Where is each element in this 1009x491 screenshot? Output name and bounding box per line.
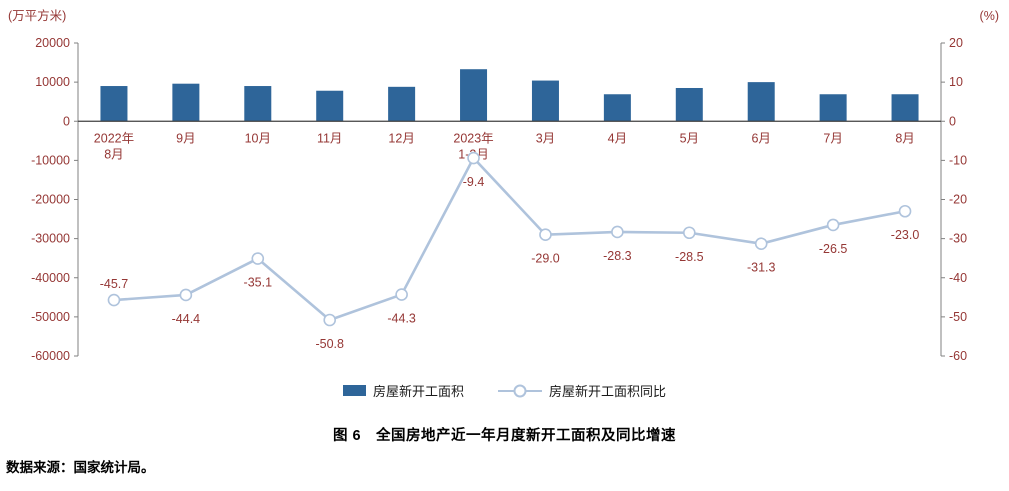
category-label: 6月 [751,131,770,145]
legend-item-bar: 房屋新开工面积 [342,381,464,400]
category-label: 7月 [823,131,842,145]
category-label: 2023年 [453,131,493,145]
data-label: -23.0 [891,228,920,242]
line-marker [323,313,337,327]
left-axis-unit: (万平方米) [8,8,66,23]
bar-series-swatch [342,385,366,396]
bar [172,83,200,122]
y-axis-left-tick-label: 10000 [35,75,70,89]
category-label: 8月 [104,147,123,161]
category-label: 8月 [895,131,914,145]
line-marker [251,252,265,265]
y-axis-left-tick-label: -60000 [31,349,70,363]
legend-label-bar: 房屋新开工面积 [372,384,464,399]
combo-chart: (万平方米) (%) 20000 10000 0 -10000 -20000 -30000 -4… [8,8,999,363]
y-axis-left-tick-label: -30000 [31,232,70,246]
data-label: -26.5 [819,242,848,256]
bars-group [100,69,919,122]
line-marker [179,288,193,302]
y-axis-left-tick-label: -10000 [31,153,70,167]
y-axis-right: 20 10 0 -10 -20 -30 -40 -50 -60 [940,36,967,363]
y-axis-right-tick-label: 0 [949,114,956,128]
y-axis-left: 20000 10000 0 -10000 -20000 -30000 -40000 -5000… [31,36,79,363]
line-marker [611,225,624,239]
bar [244,86,272,122]
bar [675,87,703,122]
category-label: 5月 [680,131,699,145]
category-label: 2022年 [94,131,134,145]
data-label: -50.8 [315,337,344,351]
line-series-swatch [498,384,542,397]
line-marker [682,226,696,240]
y-axis-left-tick-label: 0 [63,114,70,128]
figure-caption: 图 6 全国房地产近一年月度新开工面积及同比增速 [332,428,677,444]
bar [891,94,919,122]
right-axis-unit: (%) [980,9,999,23]
data-label: -35.1 [244,276,273,290]
bar [603,94,631,122]
bar [531,80,559,122]
bar [388,86,416,122]
y-axis-right-tick-label: -10 [949,153,967,167]
y-axis-right-tick-label: -30 [949,232,967,246]
bar [747,82,775,122]
y-axis-right-tick-label: -50 [949,310,967,324]
chart-legend: 房屋新开工面积 房屋新开工面积同比 [0,381,1009,400]
legend-item-line: 房屋新开工面积同比 [498,381,666,400]
y-axis-right-tick-label: -20 [949,193,967,207]
y-axis-left-tick-label: -50000 [31,310,70,324]
data-label: -44.3 [387,312,416,326]
y-axis-right-tick-label: -60 [949,349,967,363]
line-marker-swatch [513,384,527,397]
line-marker [107,293,121,307]
category-label: 10月 [245,131,271,145]
line-marker [539,228,552,242]
data-label: -44.4 [172,312,201,326]
bar [460,69,488,122]
legend-label-line: 房屋新开工面积同比 [549,384,667,399]
y-axis-left-tick-label: -20000 [31,193,70,207]
category-label: 3月 [536,131,555,145]
y-axis-right-tick-label: -40 [949,271,967,285]
y-axis-left-tick-label: -40000 [31,271,70,285]
bar [819,94,847,122]
data-label: -29.0 [531,252,560,266]
category-label: 12月 [388,131,414,145]
line-marker [898,204,912,218]
data-label: -28.5 [675,250,704,264]
bar [316,90,344,122]
line-marker [754,237,768,251]
data-label: -31.3 [747,261,776,275]
category-label: 4月 [608,131,627,145]
y-axis-left-tick-label: 20000 [35,36,70,50]
y-axis-right-tick-label: 10 [949,75,963,89]
line-marker [826,218,840,232]
bar [100,86,128,122]
data-label: -28.3 [603,249,632,263]
data-source-note: 数据来源：国家统计局。 [6,460,155,475]
category-label: 9月 [176,131,195,145]
line-series: -45.7 -44.4 -35.1 -50.8 -44.3 -9.4 -29.0 -28.3 -… [100,151,920,351]
y-axis-right-tick-label: 20 [949,36,963,50]
line-marker [395,288,408,301]
line-path [113,156,906,322]
data-label: -9.4 [463,175,485,189]
x-axis-labels: 2022年8月9月10月11月12月2023年1-2月3月4月5月6月7月8月 [94,131,915,161]
category-label: 11月 [317,131,342,145]
data-label: -45.7 [100,277,129,291]
line-marker [467,151,480,165]
